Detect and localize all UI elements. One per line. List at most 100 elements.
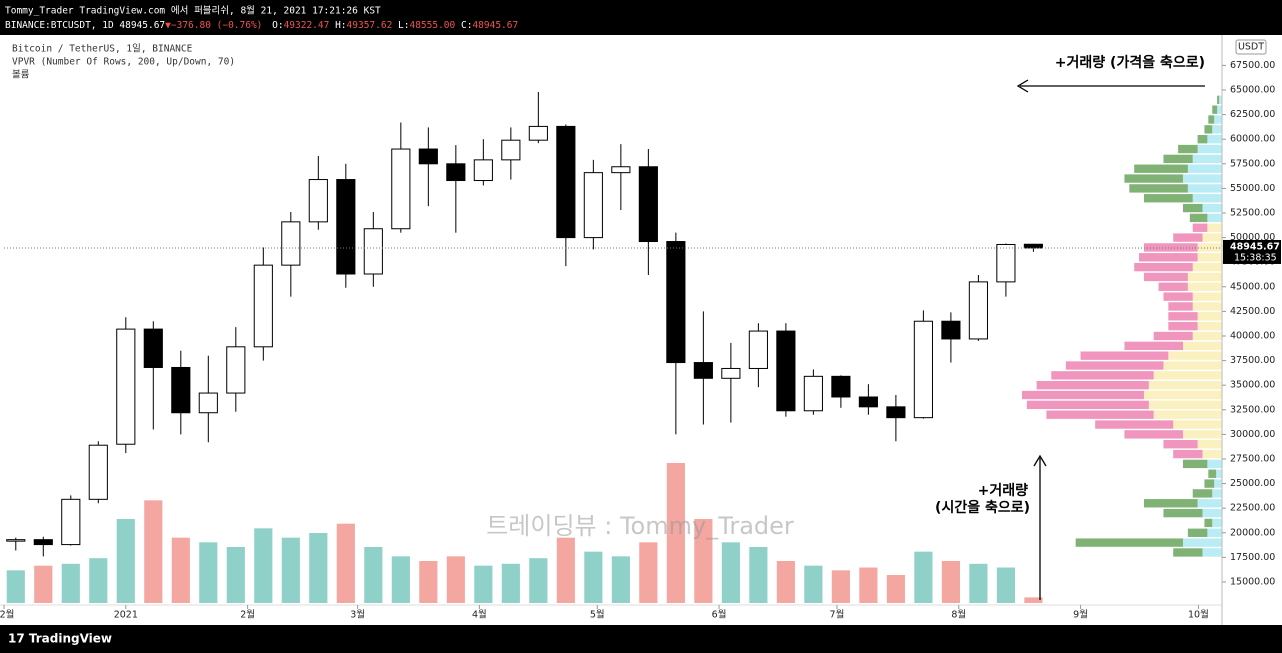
volume-bar [996,567,1015,603]
profile-down [1163,508,1203,518]
volume-bar [859,567,878,603]
profile-up [1202,449,1222,459]
y-tick-label: 65000.00 [1230,85,1275,96]
volume-bar [6,570,25,603]
profile-down [1080,351,1169,360]
candle-body [33,539,53,546]
candle-body [446,163,466,182]
volume-bar [336,523,355,603]
candle-body [831,375,851,398]
volume-bar [61,563,80,603]
profile-up [1219,95,1222,105]
volume-bar [804,565,823,603]
header-title: Tommy_Trader TradingView.com 에서 퍼블리쉬, 8월… [5,5,381,17]
profile-up [1197,253,1222,262]
profile-down [1134,262,1193,272]
profile-down [1143,243,1198,252]
y-tick-label: 25000.00 [1230,478,1275,489]
candle-body [858,396,878,408]
y-tick-label: 40000.00 [1230,330,1275,341]
x-tick-label: 12월 [0,609,14,621]
x-tick-label: 6월 [712,609,727,621]
candle-body [996,243,1016,283]
annotation: +거래량 (가격을 축으로) [1055,54,1205,71]
volume-bar [501,563,520,603]
y-tick-label: 52500.00 [1230,207,1275,218]
profile-up [1187,282,1222,291]
y-tick-label: 32500.00 [1230,404,1275,415]
price-timer: 15:38:35 [1234,252,1277,263]
x-tick-label: 2021 [114,610,138,621]
profile-up [1216,469,1222,478]
ohlc-value: 49357.62 [347,20,393,31]
logo: 𝟭𝟳 TradingView [8,632,112,646]
profile-down [1168,321,1198,331]
profile-up [1148,381,1222,390]
price-label: 48945.67 [1230,241,1280,252]
profile-up [1192,302,1222,311]
y-tick-label: 27500.00 [1230,453,1275,464]
volume-bar [254,528,273,603]
profile-down [1182,459,1208,469]
profile-up [1207,528,1222,537]
profile-down [1208,115,1215,124]
profile-up [1214,479,1222,488]
profile-up [1197,321,1222,331]
y-tick-label: 60000.00 [1230,134,1275,145]
profile-down [1163,154,1193,164]
profile-up [1197,243,1222,252]
volume-bar [474,565,493,603]
profile-up [1148,400,1222,410]
x-tick-label: 2월 [240,609,255,621]
ohlc-key: L: [398,20,409,31]
x-tick-label: 10월 [1188,609,1209,621]
candle-body [693,362,713,379]
profile-down [1212,105,1218,114]
profile-up [1182,430,1222,439]
volume-bar [914,551,933,603]
profile-up [1197,499,1222,508]
candle-body [913,320,933,419]
candle-body [666,241,686,364]
y-tick-label: 15000.00 [1230,576,1275,587]
volume-bar [721,542,740,603]
profile-up [1202,508,1222,518]
profile-up [1143,390,1222,400]
profile-down [1143,272,1188,282]
candle-body [748,330,768,369]
y-tick-label: 42500.00 [1230,306,1275,317]
y-tick-label: 62500.00 [1230,109,1275,120]
volume-bar [391,556,410,603]
profile-up [1207,223,1222,232]
y-tick-label: 22500.00 [1230,503,1275,514]
profile-up [1212,518,1222,528]
profile-down [1124,174,1183,183]
x-tick-label: 9월 [1073,609,1088,621]
profile-up [1187,164,1222,173]
candle-body [281,221,301,266]
profile-down [1158,282,1188,291]
candle-body [198,392,218,414]
volume-bar [281,537,300,603]
x-tick-label: 4월 [472,609,487,621]
profile-up [1153,410,1222,419]
profile-down [1124,430,1183,439]
profile-down [1197,135,1208,144]
profile-down [1051,371,1154,380]
y-tick-label: 57500.00 [1230,158,1275,169]
volume-bar [611,556,630,603]
profile-up [1212,489,1222,498]
legend-line: VPVR (Number Of Rows, 200, Up/Down, 70) [12,57,235,68]
volume-bar [666,463,685,603]
annotation: (시간을 축으로) [935,499,1030,516]
plot [4,91,1222,603]
candle-body [776,330,796,412]
ohlc-value: 49322.47 [284,20,330,31]
volume-bar [886,575,905,603]
profile-down [1204,125,1213,134]
x-tick-label: 7월 [830,609,845,621]
profile-down [1189,213,1208,223]
profile-down [1065,361,1164,370]
candle-body [1023,243,1043,249]
